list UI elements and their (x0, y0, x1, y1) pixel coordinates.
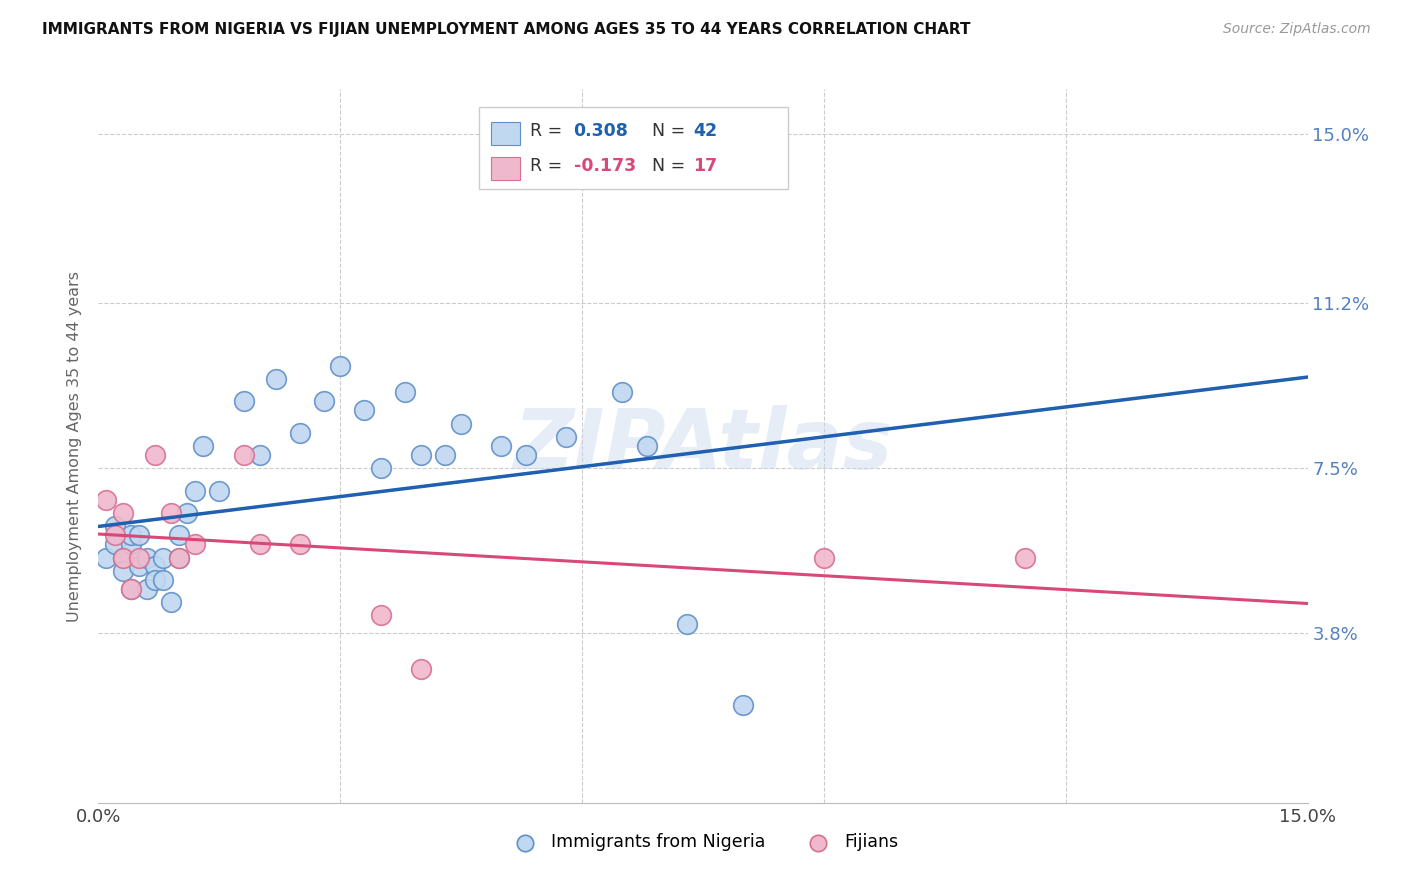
Point (208, 483, 231, 498)
Text: N =: N = (652, 157, 690, 175)
FancyBboxPatch shape (492, 157, 520, 180)
FancyBboxPatch shape (492, 122, 520, 145)
Text: R =: R = (530, 157, 568, 175)
Point (264, 372, 287, 386)
Text: R =: R = (530, 121, 568, 139)
Point (96, 492, 118, 507)
Point (160, 595, 183, 609)
Y-axis label: Unemployment Among Ages 35 to 44 years: Unemployment Among Ages 35 to 44 years (66, 270, 82, 622)
Point (120, 537, 142, 551)
Point (515, 448, 537, 462)
Point (288, 425, 311, 440)
Point (143, 573, 166, 587)
Point (249, 448, 271, 462)
Point (249, 537, 271, 551)
Point (167, 550, 190, 565)
Point (167, 528, 190, 542)
Point (636, 439, 658, 453)
Point (329, 359, 352, 373)
Point (434, 448, 457, 462)
Point (143, 559, 166, 574)
Text: 0.308: 0.308 (574, 121, 628, 139)
Text: 42: 42 (693, 121, 717, 139)
Point (676, 617, 699, 632)
Text: 17: 17 (693, 157, 717, 175)
Point (491, 439, 513, 453)
Point (111, 506, 134, 520)
Point (450, 417, 472, 431)
Point (184, 483, 207, 498)
Text: -0.173: -0.173 (574, 157, 636, 175)
Point (370, 461, 392, 475)
Point (128, 559, 150, 574)
Point (120, 528, 142, 542)
Point (813, 550, 835, 565)
Point (103, 537, 125, 551)
Point (232, 394, 254, 409)
Point (555, 430, 578, 444)
Point (143, 448, 166, 462)
Point (120, 582, 142, 596)
Point (103, 519, 125, 533)
Point (167, 550, 190, 565)
Legend: Immigrants from Nigeria, Fijians: Immigrants from Nigeria, Fijians (501, 827, 905, 858)
Point (612, 385, 634, 400)
Point (120, 582, 142, 596)
Point (193, 439, 215, 453)
Point (370, 608, 392, 623)
Point (353, 403, 375, 417)
Point (184, 537, 207, 551)
Point (232, 448, 254, 462)
Point (111, 550, 134, 565)
Point (314, 394, 336, 409)
Point (103, 528, 125, 542)
Point (111, 564, 134, 578)
Point (409, 448, 432, 462)
Point (1014, 550, 1036, 565)
Point (152, 550, 174, 565)
Point (152, 573, 174, 587)
Point (135, 550, 157, 565)
Point (394, 385, 416, 400)
Point (111, 550, 134, 565)
Point (176, 506, 198, 520)
Point (128, 550, 150, 565)
FancyBboxPatch shape (479, 107, 787, 189)
Point (96, 550, 118, 565)
Point (409, 662, 432, 676)
Point (288, 537, 311, 551)
Text: N =: N = (652, 121, 690, 139)
Point (128, 528, 150, 542)
Text: ZIPAtlas: ZIPAtlas (513, 406, 893, 486)
Text: IMMIGRANTS FROM NIGERIA VS FIJIAN UNEMPLOYMENT AMONG AGES 35 TO 44 YEARS CORRELA: IMMIGRANTS FROM NIGERIA VS FIJIAN UNEMPL… (42, 22, 970, 37)
Text: Source: ZipAtlas.com: Source: ZipAtlas.com (1223, 22, 1371, 37)
Point (733, 698, 755, 712)
Point (160, 506, 183, 520)
Point (135, 582, 157, 596)
